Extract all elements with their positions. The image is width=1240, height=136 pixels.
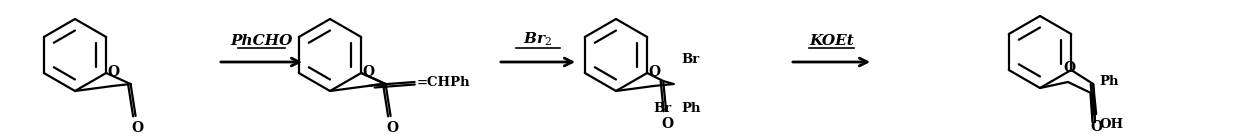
Text: O: O <box>362 65 374 79</box>
Text: O: O <box>108 65 119 79</box>
Text: Br: Br <box>682 53 699 66</box>
Text: O: O <box>1063 61 1075 75</box>
Text: O: O <box>649 65 661 79</box>
Text: OH: OH <box>1100 118 1125 131</box>
Text: Br: Br <box>653 102 672 115</box>
Text: O: O <box>661 117 673 131</box>
Text: O: O <box>131 121 144 135</box>
Text: O: O <box>1090 120 1102 134</box>
Text: Ph: Ph <box>682 102 701 115</box>
Text: =CHPh: =CHPh <box>417 76 470 89</box>
Text: KOEt: KOEt <box>810 34 854 48</box>
Text: Ph: Ph <box>1099 75 1118 88</box>
Text: Br$_2$: Br$_2$ <box>523 31 553 48</box>
Text: PhCHO: PhCHO <box>231 34 293 48</box>
Text: O: O <box>387 121 398 135</box>
